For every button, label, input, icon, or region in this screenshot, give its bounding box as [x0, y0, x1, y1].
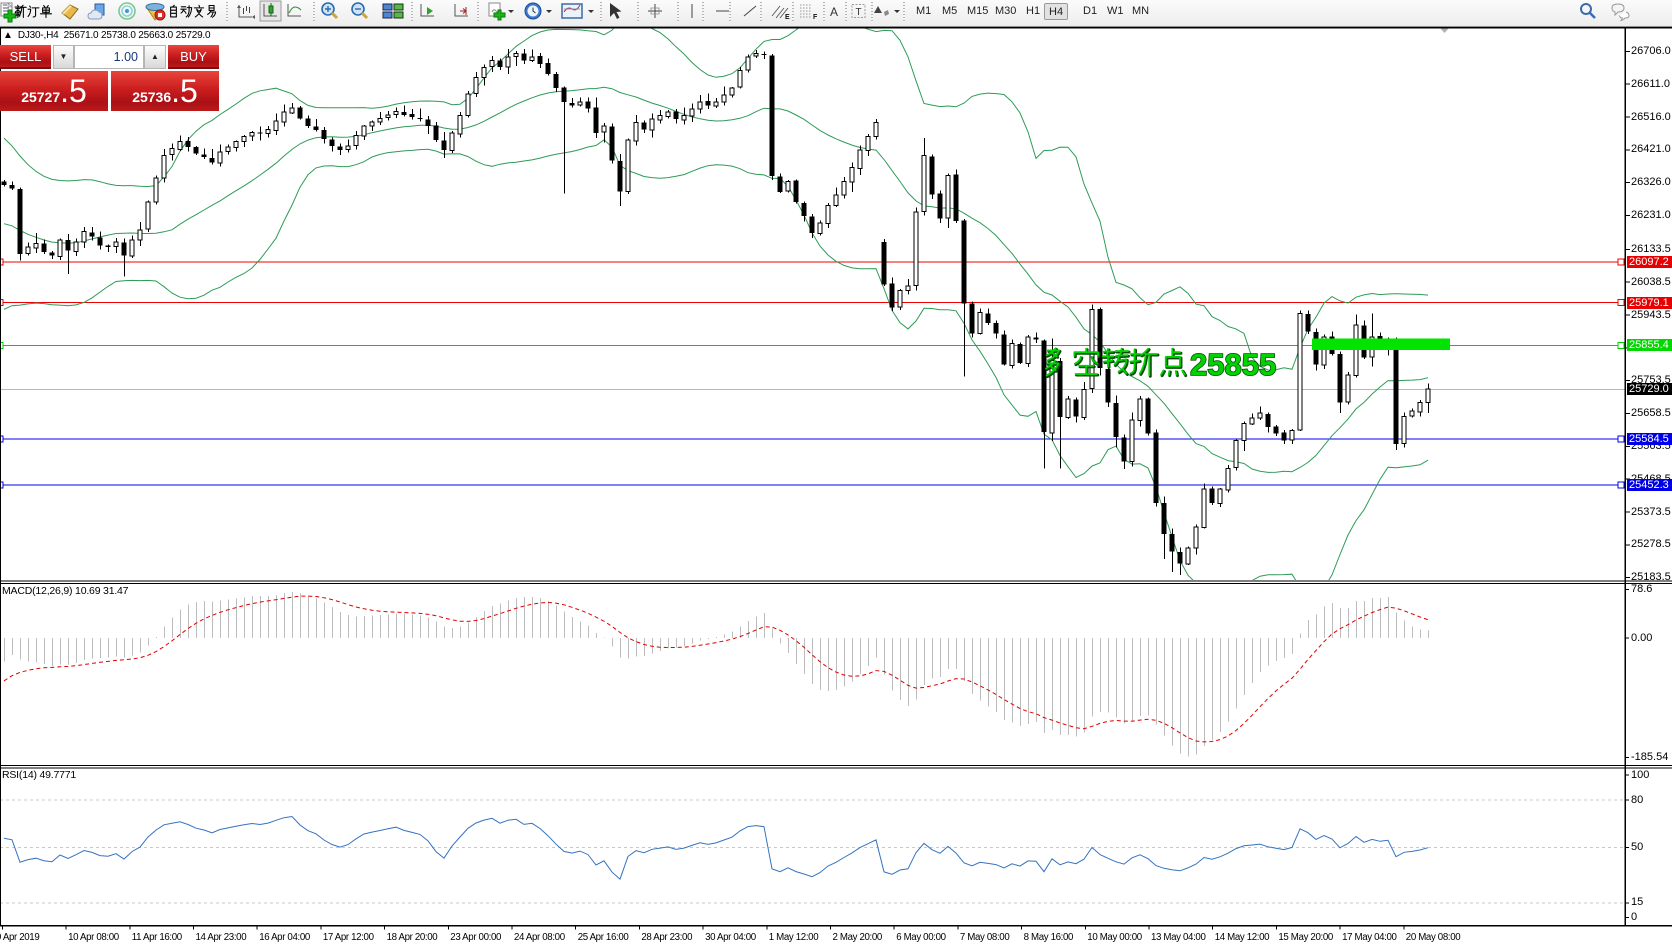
svg-text:F: F [813, 14, 818, 21]
svg-text:A: A [830, 5, 838, 19]
svg-text:E: E [785, 14, 790, 21]
svg-text:T: T [856, 7, 862, 18]
svg-text:25855: 25855 [1190, 347, 1276, 382]
